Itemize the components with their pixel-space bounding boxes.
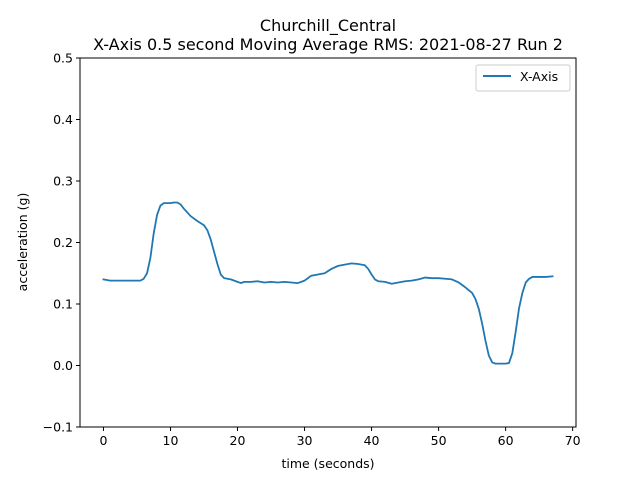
y-tick-label: 0.0 xyxy=(53,358,73,373)
chart-title: Churchill_Central xyxy=(260,16,396,36)
x-tick-label: 40 xyxy=(364,433,380,448)
y-tick-label: 0.4 xyxy=(53,112,73,127)
plot-area xyxy=(102,201,554,365)
y-tick-label: −0.1 xyxy=(43,420,73,435)
y-tick-label: 0.3 xyxy=(53,174,73,189)
y-axis-label: acceleration (g) xyxy=(15,193,30,292)
x-tick-label: 20 xyxy=(230,433,246,448)
chart-subtitle: X-Axis 0.5 second Moving Average RMS: 20… xyxy=(93,35,563,54)
legend-box xyxy=(475,64,571,92)
y-tick-label: 0.2 xyxy=(53,235,73,250)
x-tick-label: 0 xyxy=(99,433,107,448)
series-line-0 xyxy=(102,201,554,365)
x-tick-label: 50 xyxy=(431,433,447,448)
legend-label-x-axis: X-Axis xyxy=(520,69,558,84)
y-tick-label: 0.5 xyxy=(53,51,73,66)
x-axis-label: time (seconds) xyxy=(281,456,374,471)
axes-frame xyxy=(79,57,577,428)
x-tick-label: 30 xyxy=(297,433,313,448)
legend: X-Axis xyxy=(475,64,571,92)
y-tick-label: 0.1 xyxy=(53,297,73,312)
x-tick-label: 60 xyxy=(498,433,514,448)
x-tick-label: 70 xyxy=(565,433,581,448)
x-tick-label: 10 xyxy=(163,433,179,448)
tick-marks: 0 10 20 30 40 50 60 70 −0.1 0.0 0.1 0.2 0.3 0.4 0.5 xyxy=(43,51,581,449)
